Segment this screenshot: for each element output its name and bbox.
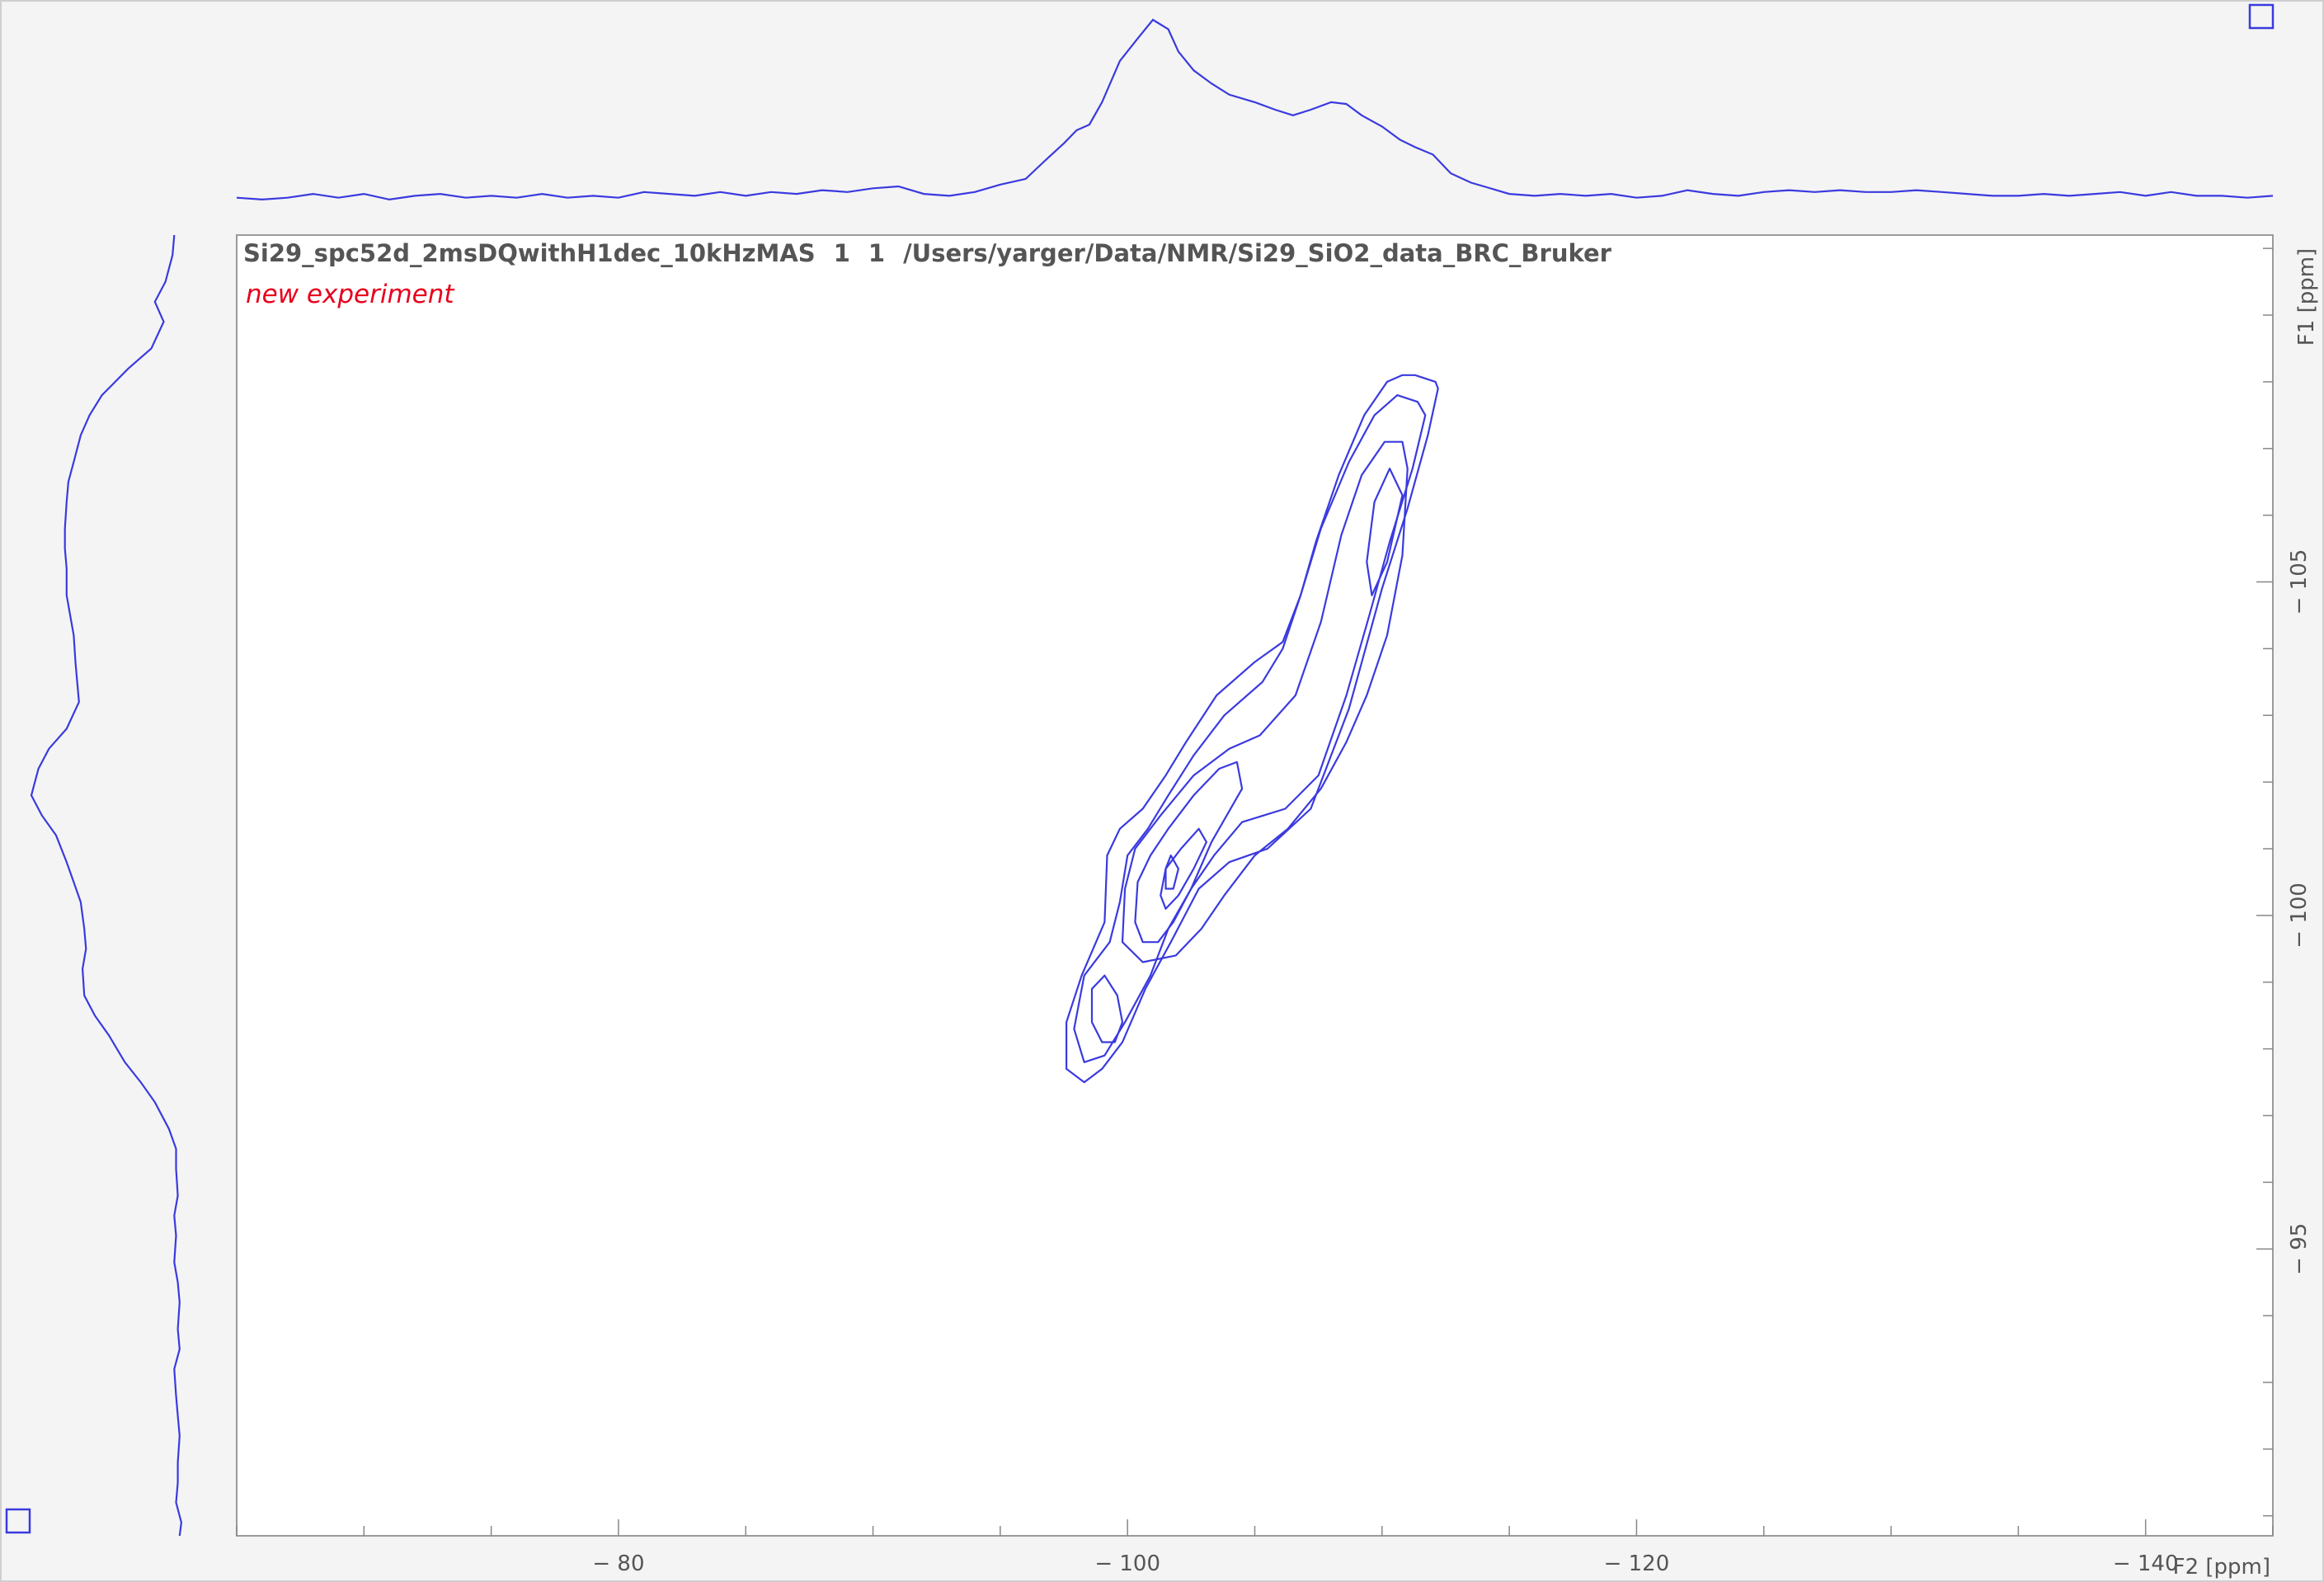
contour-line xyxy=(1366,468,1404,596)
f2-tick-label: − 80 xyxy=(592,1551,644,1576)
contour-plot xyxy=(1066,374,1439,1084)
f2-tick-label: − 120 xyxy=(1604,1551,1670,1576)
contour-line xyxy=(1073,394,1427,1063)
f1-tick-label: − 100 xyxy=(2287,883,2312,949)
dataset-procno: 1 xyxy=(868,239,885,267)
dataset-name: Si29_spc52d_2msDQwithH1dec_10kHzMAS xyxy=(243,239,816,267)
contour-line xyxy=(1090,974,1124,1043)
experiment-status: new experiment xyxy=(246,280,455,309)
f1-tick-label: − 95 xyxy=(2287,1223,2312,1275)
f2-tick-label: − 140 xyxy=(2113,1551,2179,1576)
f2-projection-toggle[interactable] xyxy=(2248,3,2275,30)
contour-line xyxy=(1121,440,1409,963)
dataset-path: /Users/yarger/Data/NMR/Si29_SiO2_data_BR… xyxy=(903,239,1612,267)
f2-projection-trace xyxy=(236,18,2274,201)
f1-tick-label: − 105 xyxy=(2287,549,2312,615)
plot-area[interactable] xyxy=(236,234,2274,1537)
f2-tick-label: − 100 xyxy=(1094,1551,1160,1576)
contour-line xyxy=(1164,855,1179,890)
contour-line xyxy=(1160,827,1207,910)
dataset-expno: 1 xyxy=(834,239,850,267)
f2-axis: − 80 − 100 − 120 − 140 xyxy=(236,1519,2274,1576)
contour-line xyxy=(1134,760,1244,944)
contour-line xyxy=(1066,374,1439,1084)
f1-axis: − 105 − 100 − 95 xyxy=(2256,247,2312,1517)
f1-axis-title: F1 [ppm] xyxy=(2294,248,2319,346)
f1-projection-toggle[interactable] xyxy=(5,1508,31,1534)
dataset-info: Si29_spc52d_2msDQwithH1dec_10kHzMAS 1 1/Us… xyxy=(243,239,1612,267)
f2-axis-title: F2 [ppm] xyxy=(2173,1555,2270,1580)
f1-projection-trace xyxy=(30,234,183,1537)
